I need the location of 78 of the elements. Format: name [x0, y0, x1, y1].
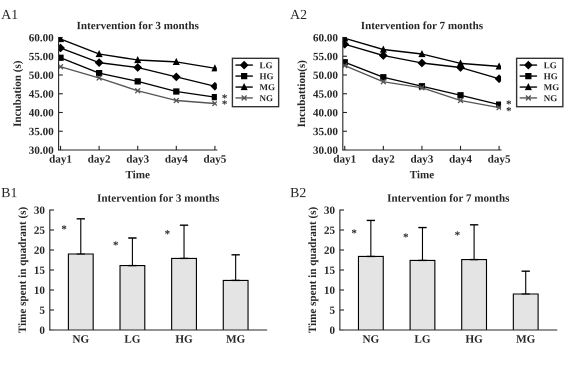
x-tick-label: NG — [72, 335, 89, 343]
x-tick-label: HG — [176, 335, 192, 343]
x-tick-label: day5 — [488, 154, 510, 165]
legend-label: NG — [544, 95, 557, 102]
y-tick-label: 40.00 — [28, 108, 54, 117]
text: B2 — [290, 188, 306, 198]
annotation: * — [403, 233, 408, 238]
x-tick-label: day3 — [410, 154, 433, 165]
y-tick-label: 30.00 — [313, 146, 338, 154]
y-tick-label: 20 — [324, 246, 335, 254]
y-tick-label: 20 — [34, 246, 45, 254]
x-axis-title: Time — [126, 170, 150, 178]
y-tick-label: 0 — [330, 326, 335, 334]
annotation: * — [352, 229, 357, 234]
annotation: * — [222, 100, 227, 105]
x-tick-label: day2 — [88, 154, 110, 165]
y-tick-label: 35.00 — [313, 128, 338, 136]
y-axis-title: Time spent in quadrant (s) — [18, 207, 28, 334]
y-tick-label: 25 — [34, 226, 45, 234]
y-tick-label: 15 — [34, 266, 45, 274]
x-tick-label: day4 — [165, 154, 188, 165]
x-tick-label: day1 — [334, 154, 356, 165]
legend-label: MG — [544, 84, 559, 90]
annotation: * — [506, 100, 512, 105]
annotation: * — [113, 241, 118, 246]
annotation: * — [222, 94, 227, 99]
legend-label: LG — [544, 62, 556, 68]
y-tick-label: 30.00 — [29, 146, 54, 154]
x-tick-label: day3 — [126, 154, 149, 165]
y-tick-label: 50.00 — [29, 71, 54, 80]
y-tick-label: 10 — [34, 286, 45, 294]
y-tick-label: 60.00 — [29, 34, 54, 42]
text: A1 — [1, 10, 18, 20]
y-axis-title: Incubattion(s) — [297, 60, 308, 128]
y-tick-label: 45.00 — [313, 90, 338, 98]
x-tick-label: NG — [362, 335, 379, 343]
x-tick-label: day5 — [204, 154, 226, 165]
y-tick-label: 60.00 — [313, 34, 338, 42]
x-tick-label: LG — [124, 335, 140, 343]
y-tick-label: 10 — [324, 286, 335, 294]
x-tick-label: MG — [516, 335, 535, 343]
y-tick-label: 5 — [330, 306, 335, 314]
y-tick-label: 50.00 — [313, 71, 338, 80]
x-tick-label: LG — [414, 335, 430, 343]
x-tick-label: MG — [226, 335, 245, 343]
y-axis-title: Incubation (s) — [13, 61, 24, 127]
legend-label: LG — [260, 62, 272, 68]
y-tick-label: 55.00 — [29, 52, 54, 60]
y-tick-label: 15 — [324, 266, 335, 274]
legend-label: NG — [260, 95, 273, 102]
y-tick-label: 55.00 — [313, 52, 338, 60]
chart-title: Intervention for 7 months — [388, 194, 510, 202]
x-tick-label: day2 — [372, 154, 394, 165]
y-tick-label: 5 — [40, 306, 45, 314]
y-tick-label: 25 — [324, 226, 335, 234]
chart-title: Intervention for 3 months — [76, 21, 199, 30]
y-axis-title: Time spent in quadrant (s) — [308, 207, 318, 334]
x-tick-label: day1 — [50, 154, 72, 165]
y-tick-label: 45.00 — [28, 90, 54, 98]
y-tick-label: 35.00 — [29, 128, 54, 136]
annotation: * — [455, 231, 460, 236]
x-axis-title: Time — [410, 170, 434, 178]
text: A2 — [290, 10, 306, 20]
y-tick-label: 30 — [324, 206, 335, 214]
x-tick-label: HG — [466, 335, 482, 343]
annotation: * — [165, 230, 170, 234]
text: B1 — [2, 188, 17, 198]
chart-title: Intervention for 3 months — [97, 194, 220, 202]
legend-label: HG — [260, 73, 274, 80]
annotation: * — [62, 225, 66, 230]
y-tick-label: 40.00 — [313, 108, 338, 117]
y-tick-label: 30 — [34, 206, 45, 214]
chart-title: Intervention for 7 months — [361, 21, 483, 30]
x-tick-label: day4 — [450, 154, 472, 165]
legend-label: MG — [260, 84, 275, 90]
annotation: * — [506, 107, 512, 112]
y-tick-label: 0 — [40, 326, 45, 334]
legend-label: HG — [544, 73, 558, 80]
